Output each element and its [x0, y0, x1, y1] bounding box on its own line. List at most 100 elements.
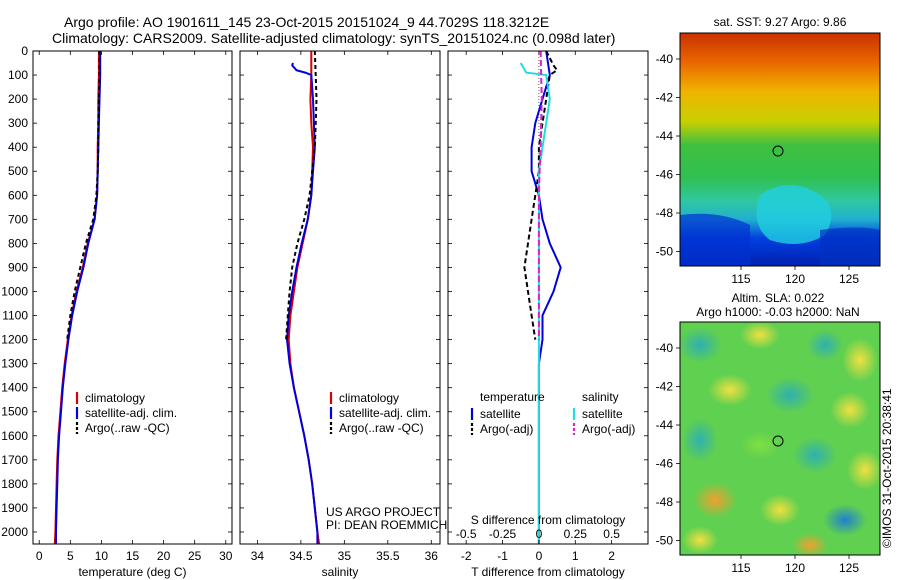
title-line-2: Climatology: CARS2009. Satellite-adjuste…: [52, 30, 615, 46]
x-axis-label: temperature (deg C): [78, 565, 186, 579]
map-y-tick-label: -46: [656, 168, 674, 182]
x-tick-label: 36: [425, 549, 439, 563]
sla-blobs: [678, 321, 883, 557]
map-y-tick-label: -40: [656, 341, 674, 355]
series-line-3-4: [537, 50, 543, 340]
x-tick-label: 25: [188, 549, 202, 563]
x-tick-label: 1: [572, 549, 579, 563]
legend-entry: Argo(..raw -QC): [339, 421, 424, 435]
map-y-tick-label: -40: [656, 52, 674, 66]
y-tick-label: 100: [8, 68, 28, 82]
sst-map-title: sat. SST: 9.27 Argo: 9.86: [714, 15, 847, 29]
x-tick-label: 34: [251, 549, 265, 563]
legend-entry: climatology: [85, 391, 145, 405]
series-line-1-3: [66, 51, 101, 340]
x-tick-label: 15: [126, 549, 140, 563]
sla-frame: [679, 321, 881, 556]
imos-credit: ©IMOS 31-Oct-2015 20:38:41: [880, 388, 894, 548]
x-tick-label: 35.5: [376, 549, 400, 563]
map-x-tick-label: 115: [731, 561, 750, 575]
legend-entry: Argo(-adj): [582, 422, 635, 436]
sla-map-title-2: Argo h1000: -0.03 h2000: NaN: [696, 305, 859, 319]
y-tick-label: 700: [8, 212, 28, 226]
x-tick-label: 30: [219, 549, 233, 563]
x2-tick-label: 0: [536, 527, 543, 541]
x2-tick-label: 0.5: [603, 527, 620, 541]
series-line-3-3: [519, 62, 551, 544]
title-line-1: Argo profile: AO 1901611_145 23-Oct-2015…: [64, 14, 549, 30]
y-tick-label: 300: [8, 116, 28, 130]
project-annotation: PI: DEAN ROEMMICH: [326, 518, 447, 532]
map-x-tick-label: 115: [731, 272, 750, 286]
plot-frame: [32, 50, 233, 545]
y-tick-label: 2000: [1, 525, 28, 539]
profile-panel-1: 0100200300400500600700800900100011001200…: [1, 44, 232, 579]
sla-map: Altim. SLA: 0.022 Argo h1000: -0.03 h200…: [656, 291, 883, 575]
map-y-tick-label: -42: [656, 380, 674, 394]
project-annotation: US ARGO PROJECT: [326, 505, 441, 519]
map-y-tick-label: -50: [656, 534, 674, 548]
y-tick-label: 800: [8, 236, 28, 250]
map-y-tick-label: -48: [656, 206, 674, 220]
series-line-3-2: [523, 50, 559, 340]
sst-argo-marker: [772, 145, 784, 157]
x2-tick-label: -0.25: [489, 527, 517, 541]
sst-map: sat. SST: 9.27 Argo: 9.86 -40 -42 -44 -46 -4…: [656, 15, 881, 286]
sla-map-title-1: Altim. SLA: 0.022: [732, 291, 825, 305]
y-tick-label: 0: [21, 44, 28, 58]
legend-entry: satellite-adj. clim.: [339, 406, 431, 420]
y-tick-label: 1300: [1, 357, 28, 371]
x-tick-label: 20: [157, 549, 171, 563]
y-tick-label: 1900: [1, 501, 28, 515]
map-x-tick-label: 120: [785, 272, 805, 286]
plot-frame: [447, 50, 649, 545]
sst-blue-southwest: [680, 213, 750, 266]
x-tick-label: 34.5: [289, 549, 313, 563]
y-tick-label: 200: [8, 92, 28, 106]
x-tick-label: -1: [497, 549, 508, 563]
map-y-tick-label: -46: [656, 457, 674, 471]
sst-frame: [679, 32, 881, 267]
y-tick-label: 1600: [1, 429, 28, 443]
profile-panel-3: -2 -1 0 1 2 -0.5 -0.25 0 0.25 0.5S difference fro…: [447, 50, 649, 579]
x-tick-label: 35: [338, 549, 352, 563]
x-tick-label: 5: [67, 549, 74, 563]
map-x-tick-label: 125: [839, 561, 859, 575]
series-line-1-2: [55, 51, 102, 544]
x2-tick-label: -0.5: [456, 527, 477, 541]
plot-frame: [239, 50, 441, 545]
y-tick-label: 400: [8, 140, 28, 154]
x-tick-label: 2: [608, 549, 615, 563]
x2-axis-label: S difference from climatology: [471, 513, 626, 527]
legend-entry: climatology: [339, 391, 399, 405]
y-tick-label: 1500: [1, 405, 28, 419]
legend-entry: satellite: [582, 407, 623, 421]
y-tick-label: 1200: [1, 333, 28, 347]
map-x-tick-label: 125: [839, 272, 859, 286]
map-x-tick-label: 120: [785, 561, 805, 575]
x-tick-label: 10: [95, 549, 109, 563]
y-tick-label: 500: [8, 164, 28, 178]
legend-entry: Argo(..raw -QC): [85, 421, 170, 435]
map-y-tick-label: -42: [656, 91, 674, 105]
x-axis-label: T difference from climatology: [471, 565, 625, 579]
sst-blue-southeast: [820, 227, 880, 266]
sst-cold-feature: [756, 185, 832, 244]
y-tick-label: 1400: [1, 381, 28, 395]
legend-entry: Argo(-adj): [480, 422, 533, 436]
y-tick-label: 900: [8, 260, 28, 274]
legend-entry: satellite-adj. clim.: [85, 406, 177, 420]
series-line-2-2: [285, 62, 319, 544]
y-tick-label: 1000: [1, 284, 28, 298]
map-y-tick-label: -44: [656, 129, 674, 143]
y-tick-label: 1700: [1, 453, 28, 467]
x-axis-label: salinity: [322, 565, 359, 579]
map-y-tick-label: -44: [656, 418, 674, 432]
x-tick-label: 0: [36, 549, 43, 563]
legend-group-temperature: temperature: [480, 390, 545, 404]
map-y-tick-label: -48: [656, 495, 674, 509]
x-tick-label: -2: [461, 549, 472, 563]
y-tick-label: 1100: [2, 309, 28, 323]
y-tick-label: 600: [8, 188, 28, 202]
